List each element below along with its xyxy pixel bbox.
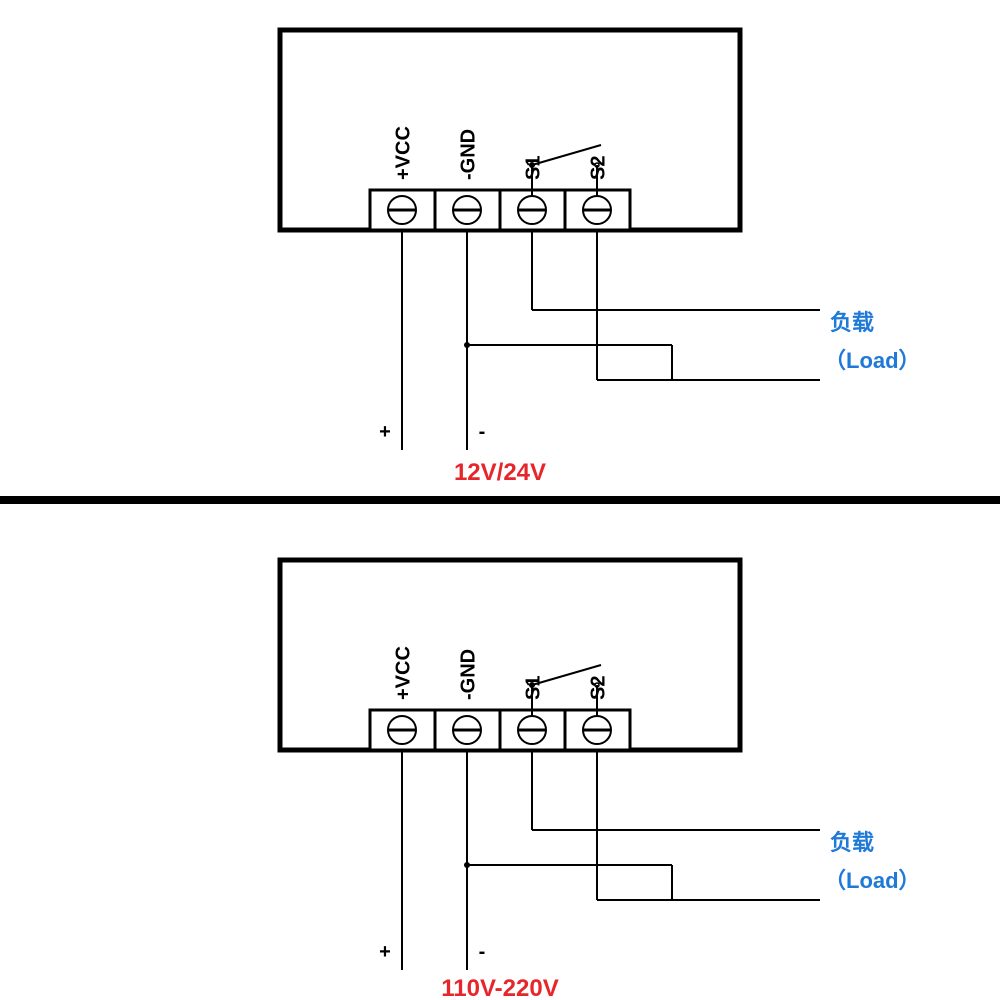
terminal-label: -GND <box>457 649 479 700</box>
diagram: +VCC -GND S1 S2 + - 110V-220V 负载 （Load） <box>280 560 921 1000</box>
load-label-en: （Load） <box>824 348 921 373</box>
diagram: +VCC -GND S1 S2 + - 12V/24V 负载 （Load） <box>280 30 921 486</box>
terminal-label: -GND <box>457 129 479 180</box>
polarity-plus: + <box>379 941 391 963</box>
load-label-en: （Load） <box>824 868 921 893</box>
power-label: 110V-220V <box>441 975 558 1000</box>
terminal-label: +VCC <box>392 126 414 180</box>
terminal-label: S1 <box>522 676 544 700</box>
polarity-minus: - <box>479 941 486 963</box>
load-label-cn: 负载 <box>830 830 874 855</box>
terminal-label: +VCC <box>392 646 414 700</box>
polarity-minus: - <box>479 421 486 443</box>
polarity-plus: + <box>379 421 391 443</box>
terminal-label: S1 <box>522 156 544 180</box>
terminal-label: S2 <box>587 156 609 180</box>
wiring-diagrams: +VCC -GND S1 S2 + - 12V/24V 负载 （Load） +VCC -GND S1 S… <box>0 0 1000 1000</box>
power-label: 12V/24V <box>454 459 546 486</box>
terminal-label: S2 <box>587 676 609 700</box>
load-label-cn: 负载 <box>830 310 874 335</box>
